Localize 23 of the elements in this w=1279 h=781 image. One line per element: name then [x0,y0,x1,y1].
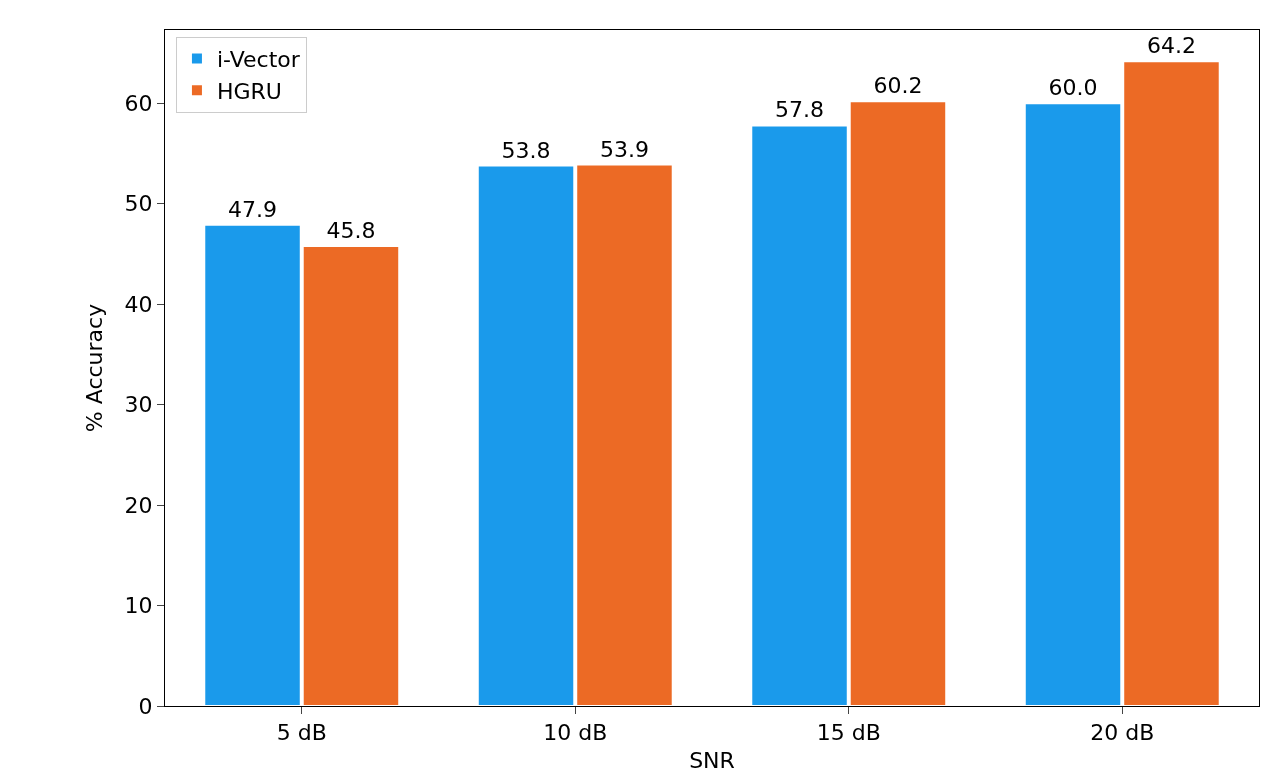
y-axis-title: % Accuracy [82,303,108,433]
y-tick-label: 20 [124,492,153,518]
data-label: 47.9 [228,196,278,222]
data-label: 64.2 [1146,33,1196,59]
data-label: 53.8 [501,137,551,163]
y-tick-label: 50 [124,191,153,217]
legend-label: i-Vector [216,47,301,73]
x-tick-label: 5 dB [276,720,327,746]
x-tick-label: 20 dB [1090,720,1155,746]
data-label: 53.9 [599,136,649,162]
y-tick-label: 10 [124,593,153,619]
legend-label: HGRU [216,78,282,104]
y-tick-label: 40 [124,291,153,317]
y-tick-label: 0 [138,693,153,719]
x-tick-label: 10 dB [543,720,608,746]
x-tick-label: 15 dB [816,720,881,746]
x-axis-title: SNR [689,748,735,774]
y-tick-label: 60 [124,91,153,117]
data-label: 57.8 [775,97,825,123]
data-label: 45.8 [326,217,376,243]
data-label: 60.0 [1048,75,1098,101]
data-label: 60.2 [873,73,923,99]
y-tick-label: 30 [124,392,153,418]
